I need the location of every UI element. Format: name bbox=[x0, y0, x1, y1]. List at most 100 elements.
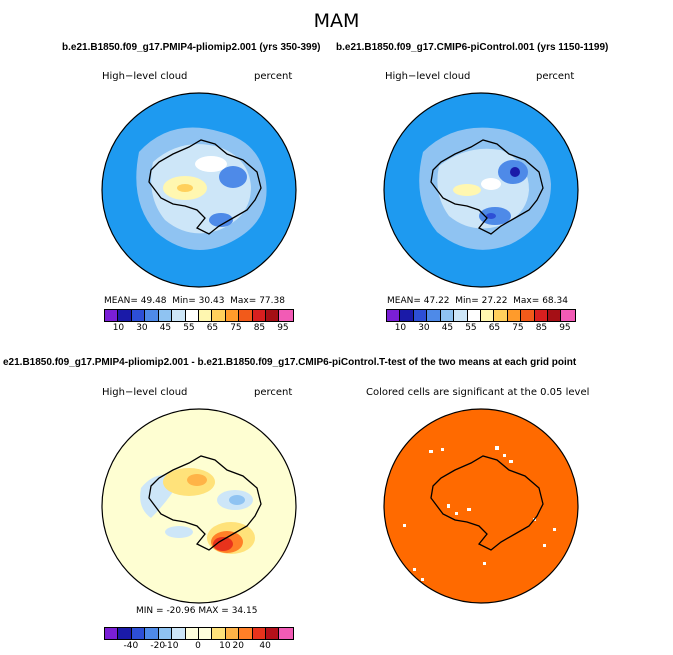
variable-label-top-right: High−level cloud bbox=[385, 71, 471, 82]
colorbar-swatch bbox=[145, 628, 159, 639]
colorbar-swatch bbox=[105, 628, 119, 639]
colorbar-swatch bbox=[172, 310, 186, 321]
cloud-low-blue-2 bbox=[209, 213, 233, 227]
units-label-bottom-left: percent bbox=[254, 387, 293, 398]
units-label-top-left: percent bbox=[254, 71, 293, 82]
colorbar-swatch bbox=[252, 310, 267, 321]
colorbar-swatch bbox=[467, 310, 481, 321]
run-title-top-right: b.e21.B1850.f09_g17.CMIP6-piControl.001 … bbox=[336, 42, 609, 53]
colorbar-tick-label: 45 bbox=[441, 323, 454, 333]
antarctica-coastline bbox=[148, 139, 262, 235]
colorbar-tick-label: 0 bbox=[195, 641, 201, 651]
run-title-top-left: b.e21.B1850.f09_g17.PMIP4-pliomip2.001 (… bbox=[62, 42, 321, 53]
diff-neg-mid bbox=[229, 495, 245, 505]
colorbar-swatch bbox=[239, 310, 253, 321]
colorbar-swatch bbox=[172, 628, 186, 639]
colorbar-swatch bbox=[158, 310, 173, 321]
colorbar-tick-label: 85 bbox=[535, 323, 548, 333]
antarctica-coastline bbox=[430, 139, 544, 235]
stat-mean: 49.48 bbox=[140, 296, 167, 306]
colorbar-tick-label: 75 bbox=[512, 323, 524, 333]
stat-max: 68.34 bbox=[542, 296, 568, 306]
colorbar-swatch bbox=[534, 310, 549, 321]
colorbar-tick-label: -40 bbox=[123, 641, 139, 651]
cloud-light-patch bbox=[481, 178, 501, 190]
diff-neg-patch bbox=[165, 526, 193, 538]
colorbar-swatch bbox=[145, 310, 159, 321]
cloud-low-dark bbox=[510, 167, 520, 177]
colorbar-tick-label: 55 bbox=[183, 323, 195, 333]
colorbar-swatch bbox=[400, 310, 414, 321]
colorbar-swatch bbox=[158, 628, 173, 639]
stats-bottom-left: MIN = -20.96 MAX = 34.15 bbox=[136, 606, 258, 616]
colorbar-tick-label: 20 bbox=[232, 641, 245, 651]
colorbar-swatch bbox=[225, 310, 240, 321]
colorbar-swatch bbox=[507, 310, 522, 321]
map-top-left bbox=[101, 92, 297, 288]
stat-min: 30.43 bbox=[198, 296, 225, 306]
variable-label-bottom-left: High−level cloud bbox=[102, 387, 188, 398]
diff-pos-red bbox=[213, 537, 233, 551]
colorbar-swatch bbox=[118, 310, 132, 321]
colorbar-tick-label: 30 bbox=[418, 323, 430, 333]
stat-min: -20.96 bbox=[166, 606, 196, 616]
colorbar-tick-label: 30 bbox=[136, 323, 148, 333]
antarctica-coastline bbox=[430, 455, 544, 551]
cloud-low-dark-2 bbox=[486, 213, 496, 219]
variable-label-top-left: High−level cloud bbox=[102, 71, 188, 82]
colorbar-tick-label: 85 bbox=[253, 323, 266, 333]
stats-top-left: MEAN= 49.48 Min= 30.43 Max= 77.38 bbox=[104, 296, 285, 306]
colorbar-swatch bbox=[440, 310, 455, 321]
colorbar-ticks-top-left: 10 30 45 55 65 75 85 95 bbox=[104, 323, 292, 335]
colorbar-swatch bbox=[548, 310, 562, 321]
colorbar-tick-label: 10 bbox=[394, 323, 407, 333]
colorbar-swatch bbox=[266, 310, 280, 321]
stat-max: 77.38 bbox=[259, 296, 285, 306]
stat-mean: 47.22 bbox=[423, 296, 450, 306]
colorbar-tick-label: 95 bbox=[277, 323, 289, 333]
cloud-high-orange bbox=[177, 184, 193, 192]
colorbar-tick-label: -20 bbox=[150, 641, 166, 651]
colorbar-tick-label: 45 bbox=[159, 323, 172, 333]
colorbar-swatch bbox=[561, 310, 575, 321]
antarctica-coastline bbox=[148, 455, 262, 551]
significance-field bbox=[384, 409, 578, 603]
run-title-bottom-right: T-test of the two means at each grid poi… bbox=[379, 357, 577, 368]
colorbar-swatch bbox=[252, 628, 267, 639]
colorbar-swatch bbox=[266, 628, 280, 639]
colorbar-swatch bbox=[225, 628, 240, 639]
colorbar-bottom-left bbox=[104, 627, 294, 640]
colorbar-tick-label: 10 bbox=[112, 323, 125, 333]
colorbar-swatch bbox=[185, 310, 199, 321]
colorbar-ticks-bottom-left: -40 -20 -10 0 10 20 40 bbox=[104, 641, 292, 653]
colorbar-swatch bbox=[427, 310, 441, 321]
units-label-top-right: percent bbox=[536, 71, 575, 82]
colorbar-tick-label: 40 bbox=[259, 641, 271, 651]
colorbar-swatch bbox=[105, 310, 119, 321]
significance-label: Colored cells are significant at the 0.0… bbox=[366, 387, 590, 398]
figure-title: MAM bbox=[313, 10, 360, 32]
map-top-right bbox=[383, 92, 579, 288]
colorbar-tick-label: 10 bbox=[219, 641, 231, 651]
colorbar-tick-label: -10 bbox=[163, 641, 179, 651]
colorbar-swatch bbox=[387, 310, 401, 321]
colorbar-swatch bbox=[185, 628, 199, 639]
cloud-low-blue bbox=[219, 166, 247, 188]
colorbar-ticks-top-right: 10 30 45 55 65 75 85 95 bbox=[386, 323, 574, 335]
colorbar-swatch bbox=[279, 628, 293, 639]
colorbar-swatch bbox=[131, 628, 146, 639]
colorbar-swatch bbox=[413, 310, 428, 321]
stat-max: 34.15 bbox=[231, 606, 258, 616]
colorbar-swatch bbox=[212, 310, 226, 321]
stats-top-right: MEAN= 47.22 Min= 27.22 Max= 68.34 bbox=[387, 296, 568, 306]
colorbar-swatch bbox=[279, 310, 293, 321]
diff-pos-orange bbox=[187, 474, 207, 486]
colorbar-swatch bbox=[212, 628, 226, 639]
colorbar-tick-label: 55 bbox=[465, 323, 477, 333]
colorbar-swatch bbox=[494, 310, 508, 321]
map-bottom-right bbox=[383, 408, 579, 604]
colorbar-tick-label: 75 bbox=[230, 323, 242, 333]
cloud-high-yellow bbox=[453, 184, 481, 196]
colorbar-tick-label: 95 bbox=[559, 323, 571, 333]
colorbar-swatch bbox=[198, 310, 213, 321]
